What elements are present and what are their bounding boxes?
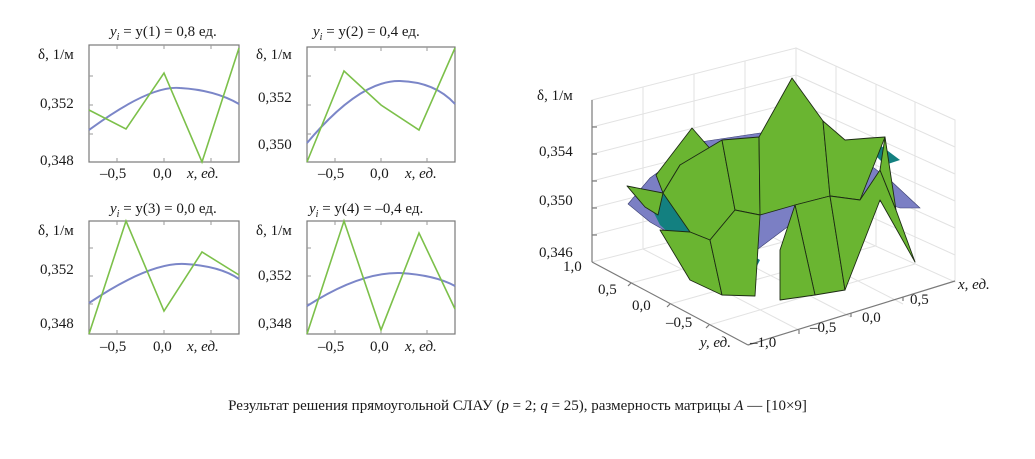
panel-2-plot [306, 46, 456, 163]
panel-1-xtick-2: 0,0 [153, 166, 172, 182]
caption-var-p: p [501, 398, 509, 414]
xlabel-text: x, ед. [187, 166, 219, 182]
panel-4-ytick-top: 0,352 [258, 268, 292, 284]
caption-text: = 2; [508, 398, 541, 414]
panel-3-xtick-2: 0,0 [153, 339, 172, 355]
surface-ztick-2: 0,346 [539, 245, 573, 261]
surface-ytick-2: 0,0 [632, 298, 651, 314]
title-text: = y(3) = 0,0 ед. [119, 201, 217, 217]
solution-line [306, 47, 456, 163]
panel-3-xlabel: x, ед. [187, 339, 219, 356]
title-sub: i [319, 32, 323, 43]
panel-2-ytick-top: 0,352 [258, 90, 292, 106]
panel-1-title: yi = y(1) = 0,8 ед. [110, 24, 217, 43]
title-text: = y(4) = –0,4 ед. [318, 201, 424, 217]
ylabel-text: y, ед. [700, 335, 731, 351]
surface-xtick-2: 0,5 [910, 292, 929, 308]
panel-4-plot [306, 218, 456, 335]
panel-4-xtick-1: –0,5 [318, 339, 345, 355]
panel-3-ylabel: δ, 1/м [38, 223, 74, 239]
solution-line [306, 218, 456, 335]
panel-2-ytick-bot: 0,350 [258, 137, 292, 153]
panel-3-plot [88, 218, 240, 335]
surface-zlabel: δ, 1/м [537, 88, 573, 104]
title-sub: i [116, 32, 120, 43]
panel-1-xlabel: x, ед. [187, 166, 219, 183]
panel-4-xlabel: x, ед. [405, 339, 437, 356]
panel-3-ytick-top: 0,352 [40, 262, 74, 278]
panel-3-title: yi = y(3) = 0,0 ед. [110, 201, 217, 220]
surface-xlabel: x, ед. [958, 277, 990, 294]
panel-4-ytick-bot: 0,348 [258, 316, 292, 332]
panel-1-xtick-1: –0,5 [100, 166, 127, 182]
panel-3-xtick-1: –0,5 [100, 339, 127, 355]
surface-xtick-0: –0,5 [810, 320, 837, 336]
panel-2-title: yi = y(2) = 0,4 ед. [313, 24, 420, 43]
exact-curve [88, 86, 240, 131]
title-sub: i [116, 209, 120, 220]
title-text: = y(2) = 0,4 ед. [322, 24, 420, 40]
surface-ytick-1: 0,5 [598, 282, 617, 298]
surface-ytick-3: –0,5 [666, 315, 693, 331]
surface-plot [591, 47, 956, 346]
caption-var-a: A [734, 398, 744, 414]
panel-3-ytick-bot: 0,348 [40, 316, 74, 332]
surface-ztick-0: 0,354 [539, 144, 573, 160]
exact-curve [306, 79, 456, 144]
panel-2-xlabel: x, ед. [405, 166, 437, 183]
surface-axes [591, 100, 956, 346]
panel-4-xtick-2: 0,0 [370, 339, 389, 355]
xlabel-text: x, ед. [187, 339, 219, 355]
caption-text: — [10×9] [743, 398, 807, 414]
panel-2-ylabel: δ, 1/м [256, 47, 292, 63]
title-var: y [110, 24, 117, 40]
xlabel-text: x, ед. [405, 339, 437, 355]
title-sub: i [315, 209, 319, 220]
surface-ylabel: y, ед. [700, 335, 731, 352]
surface-ytick-0: 1,0 [563, 259, 582, 275]
title-var: y [313, 24, 320, 40]
panel-4-ylabel: δ, 1/м [256, 223, 292, 239]
panel-2-xtick-2: 0,0 [370, 166, 389, 182]
solution-surface [626, 77, 916, 301]
surface-ztick-1: 0,350 [539, 193, 573, 209]
caption-text: = 25), размерность матрицы [547, 398, 735, 414]
exact-curve [306, 271, 456, 307]
xlabel-text: x, ед. [405, 166, 437, 182]
panel-1-plot [88, 44, 240, 165]
surface-xtick-1: 0,0 [862, 310, 881, 326]
panel-4-title: yi = y(4) = –0,4 ед. [309, 201, 423, 220]
figure-caption: Результат решения прямоугольной СЛАУ (p … [0, 398, 1035, 415]
caption-text: Результат решения прямоугольной СЛАУ ( [228, 398, 502, 414]
title-text: = y(1) = 0,8 ед. [119, 24, 217, 40]
caption-var-q: q [540, 398, 548, 414]
panel-1-ytick-bot: 0,348 [40, 153, 74, 169]
panel-2-xtick-1: –0,5 [318, 166, 345, 182]
surface-ytick-4: –1,0 [750, 335, 777, 351]
solution-line [88, 218, 240, 335]
exact-curve [88, 262, 240, 304]
panel-1-ytick-top: 0,352 [40, 96, 74, 112]
title-var: y [309, 201, 316, 217]
xlabel-text: x, ед. [958, 277, 990, 293]
panel-1-ylabel: δ, 1/м [38, 47, 74, 63]
title-var: y [110, 201, 117, 217]
solution-line [88, 47, 240, 165]
